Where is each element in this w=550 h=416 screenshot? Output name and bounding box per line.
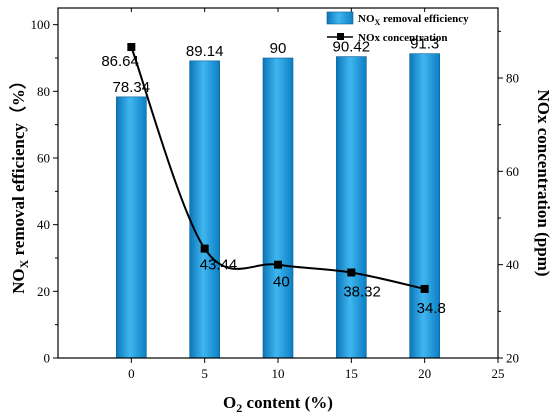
x-axis-title: O2 content (%) xyxy=(223,393,333,415)
y2-tick-label: 20 xyxy=(506,351,519,366)
nox-concentration-line xyxy=(130,46,425,290)
bar xyxy=(262,57,294,359)
x-tick-label: 25 xyxy=(492,366,505,381)
bar-value-label: 90 xyxy=(270,40,287,57)
y2-tick-label: 60 xyxy=(506,164,519,179)
line-value-label: 43.44 xyxy=(200,257,238,274)
y2-tick-label: 40 xyxy=(506,257,519,272)
y-tick-label: 0 xyxy=(44,351,51,366)
line-value-label: 34.8 xyxy=(417,300,446,317)
legend-bar-swatch xyxy=(326,11,354,25)
bar-value-label: 90.42 xyxy=(333,39,371,56)
bar-value-label: 78.34 xyxy=(113,79,151,96)
line-value-label: 40 xyxy=(273,274,290,291)
bar xyxy=(189,60,220,359)
bar xyxy=(409,53,440,359)
x-tick-label: 10 xyxy=(272,366,285,381)
legend-bar-label: NOX removal efficiency xyxy=(358,13,469,27)
bar xyxy=(116,96,147,359)
x-tick-label: 0 xyxy=(128,366,135,381)
y-tick-label: 60 xyxy=(37,151,50,166)
line-point-marker xyxy=(127,43,136,52)
bar xyxy=(336,56,367,359)
legend-marker-swatch xyxy=(337,33,344,40)
x-tick-label: 20 xyxy=(418,366,431,381)
y-tick-label: 80 xyxy=(37,84,50,99)
legend-line-label: NOx concentration xyxy=(358,32,448,44)
y-axis-title: NOX removal efficiency（%） xyxy=(8,72,31,294)
bar-value-label: 89.14 xyxy=(186,43,224,60)
y-tick-label: 20 xyxy=(37,284,50,299)
line-point-marker xyxy=(274,260,282,269)
y-tick-label: 40 xyxy=(37,217,50,232)
y-tick-label: 100 xyxy=(31,17,51,32)
y2-axis-title: NOx concentration (ppm) xyxy=(534,90,550,277)
line-point-marker xyxy=(347,268,356,277)
y2-tick-label: 80 xyxy=(506,71,519,86)
x-tick-label: 15 xyxy=(345,366,358,381)
line-group xyxy=(127,43,429,293)
legend: NOX removal efficiency NOx concentration xyxy=(326,11,469,44)
line-point-marker xyxy=(200,244,209,253)
bar-value-label: 91.3 xyxy=(410,36,439,53)
line-point-marker xyxy=(420,284,429,293)
data-labels-group: 78.34 89.14 90 90.42 91.3 86.64 43.44 40 38.32 34… xyxy=(101,36,446,317)
bars-group xyxy=(116,53,440,359)
line-value-label: 86.64 xyxy=(101,53,139,70)
x-tick-label: 5 xyxy=(201,366,208,381)
line-value-label: 38.32 xyxy=(343,284,381,301)
